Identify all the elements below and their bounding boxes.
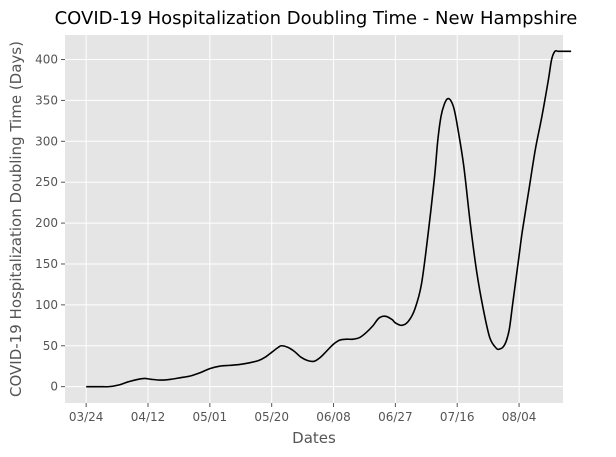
x-tick-label: 05/20 <box>254 410 289 424</box>
y-tick-label: 200 <box>35 216 58 230</box>
y-tick-label: 350 <box>35 93 58 107</box>
x-tick-label: 04/12 <box>131 410 166 424</box>
y-tick-label: 150 <box>35 257 58 271</box>
x-gridlines <box>85 35 520 403</box>
y-tick-label: 100 <box>35 298 58 312</box>
chart-title: COVID-19 Hospitalization Doubling Time -… <box>55 8 578 29</box>
y-tick-label: 300 <box>35 134 58 148</box>
x-axis-label: Dates <box>292 429 336 447</box>
x-tick-label: 03/24 <box>69 410 104 424</box>
x-tick-label: 06/08 <box>316 410 351 424</box>
y-axis-ticks: 0 50 100 150 200 250 300 350 400 <box>35 53 65 394</box>
series-line <box>86 49 572 388</box>
x-tick-label: 08/04 <box>502 410 537 424</box>
x-axis-ticks: 03/24 04/12 05/01 05/20 06/08 06/27 07/16 08/04 <box>69 403 536 424</box>
y-gridlines <box>65 59 563 388</box>
y-tick-label: 250 <box>35 175 58 189</box>
x-tick-label: 07/16 <box>440 410 475 424</box>
x-tick-label: 06/27 <box>378 410 413 424</box>
x-tick-label: 05/01 <box>193 410 228 424</box>
y-tick-label: 0 <box>50 380 58 394</box>
y-tick-label: 50 <box>43 339 58 353</box>
plot-background <box>65 35 563 403</box>
y-axis-label: COVID-19 Hospitalization Doubling Time (… <box>7 41 25 397</box>
y-tick-label: 400 <box>35 53 58 67</box>
